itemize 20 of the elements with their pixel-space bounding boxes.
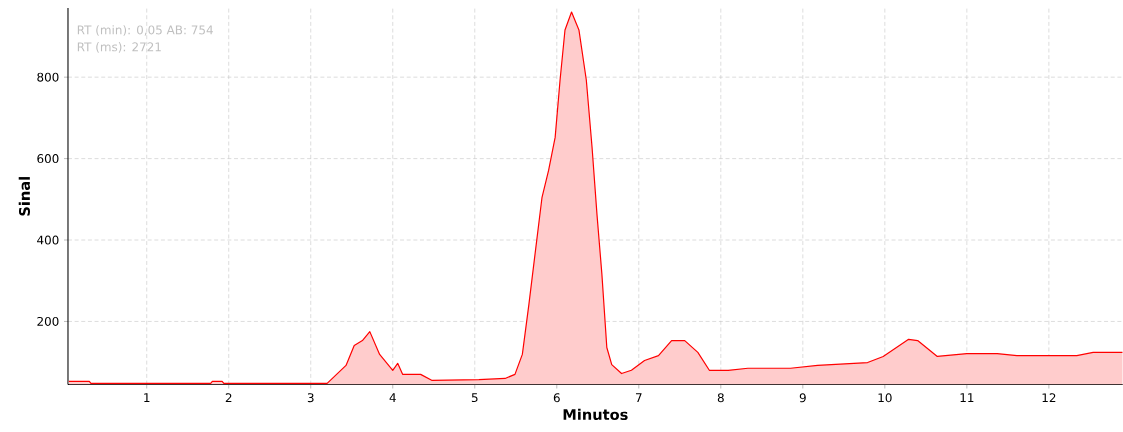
x-tick-label: 8	[717, 393, 724, 403]
y-tick-label: 400	[37, 235, 59, 245]
x-tick-label: 10	[878, 393, 892, 403]
x-tick-label: 7	[635, 393, 642, 402]
x-tick-label: 11	[960, 393, 974, 402]
annotation: RT (min): 0,05 AB: 754	[77, 25, 213, 36]
annotation: RT (ms): 2721	[77, 41, 161, 53]
x-tick-label: 4	[389, 393, 396, 402]
x-tick-label: 3	[307, 393, 314, 403]
x-axis-title: Minutos	[563, 408, 628, 420]
y-axis-title: Sinal	[18, 176, 31, 216]
y-tick-label: 200	[37, 316, 59, 326]
x-tick-label: 1	[144, 393, 150, 402]
x-tick-label: 2	[225, 393, 232, 402]
x-tick-label: 12	[1042, 393, 1056, 402]
x-tick-label: 5	[471, 393, 478, 402]
x-tick-label: 9	[799, 393, 806, 403]
x-tick-label: 6	[553, 393, 560, 403]
y-tick-label: 600	[37, 153, 59, 163]
y-tick-label: 800	[37, 72, 59, 82]
